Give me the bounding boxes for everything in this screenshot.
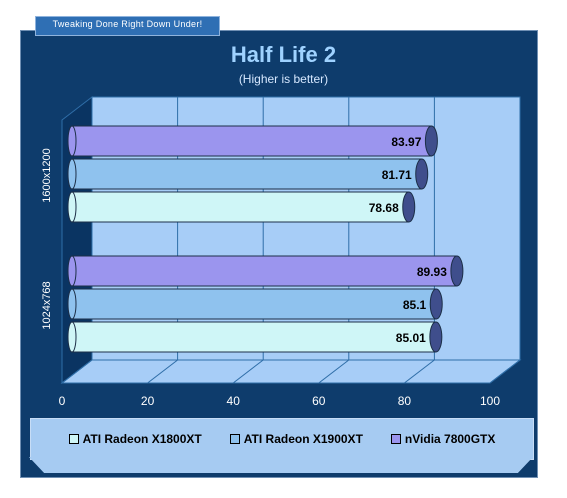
bar-cap-end bbox=[429, 321, 443, 353]
bar-cap-start bbox=[67, 158, 77, 190]
bar-cap-end bbox=[415, 158, 429, 190]
header-tab-text: Tweaking Done Right Down Under! bbox=[52, 19, 203, 29]
data-label: 78.68 bbox=[369, 201, 399, 215]
bar-cap-start bbox=[67, 125, 77, 157]
bar-cap-start bbox=[67, 321, 77, 353]
legend-label: ATI Radeon X1900XT bbox=[243, 432, 363, 446]
legend-swatch bbox=[390, 434, 401, 444]
gridline-floor bbox=[404, 359, 435, 384]
bar bbox=[71, 321, 437, 353]
bar-cap-end bbox=[424, 125, 438, 157]
legend-swatch bbox=[68, 434, 79, 444]
legend-tail bbox=[29, 457, 533, 473]
header-tab: Tweaking Done Right Down Under! bbox=[35, 16, 220, 36]
data-label: 81.71 bbox=[382, 168, 412, 182]
bar-cap-end bbox=[429, 288, 443, 320]
bar-cap-start bbox=[67, 255, 77, 287]
x-tick-label: 0 bbox=[59, 394, 66, 408]
gridline-floor bbox=[147, 359, 178, 384]
gridline-floor bbox=[61, 359, 93, 384]
bar bbox=[71, 288, 437, 320]
x-tick-label: 100 bbox=[480, 394, 500, 408]
legend-item: ATI Radeon X1800XT bbox=[68, 432, 202, 446]
bar bbox=[71, 255, 458, 287]
legend-label: nVidia 7800GTX bbox=[404, 432, 496, 446]
legend-item: nVidia 7800GTX bbox=[390, 432, 496, 446]
legend-swatch bbox=[229, 434, 240, 444]
bar-cap-end bbox=[402, 191, 416, 223]
bar bbox=[71, 158, 423, 190]
category-label: 1600x1200 bbox=[41, 148, 53, 202]
category-label: 1024x768 bbox=[41, 281, 53, 329]
data-label: 85.01 bbox=[396, 331, 426, 345]
gridline-floor bbox=[232, 359, 264, 384]
legend-item: ATI Radeon X1900XT bbox=[229, 432, 363, 446]
legend: ATI Radeon X1800XT ATI Radeon X1900XT nVid… bbox=[30, 418, 534, 460]
x-tick-label: 20 bbox=[141, 394, 155, 408]
bar-cap-start bbox=[67, 288, 77, 320]
gridline-floor bbox=[489, 359, 521, 384]
x-tick-label: 60 bbox=[312, 394, 326, 408]
chart-title: Half Life 2 bbox=[230, 42, 337, 67]
data-label: 85.1 bbox=[403, 298, 427, 312]
x-tick-label: 40 bbox=[227, 394, 241, 408]
legend-label: ATI Radeon X1800XT bbox=[82, 432, 202, 446]
data-label: 89.93 bbox=[417, 265, 447, 279]
bar-cap-end bbox=[450, 255, 464, 287]
data-label: 83.97 bbox=[391, 135, 421, 149]
bar-cap-start bbox=[67, 191, 77, 223]
gridline-floor bbox=[318, 359, 350, 384]
bar bbox=[71, 191, 410, 223]
bar bbox=[71, 125, 432, 157]
x-tick-label: 80 bbox=[398, 394, 412, 408]
plot-floor bbox=[60, 359, 522, 384]
chart-subtitle: (Higher is better) bbox=[238, 72, 329, 86]
legend-items: ATI Radeon X1800XT ATI Radeon X1900XT nVid… bbox=[31, 432, 533, 446]
